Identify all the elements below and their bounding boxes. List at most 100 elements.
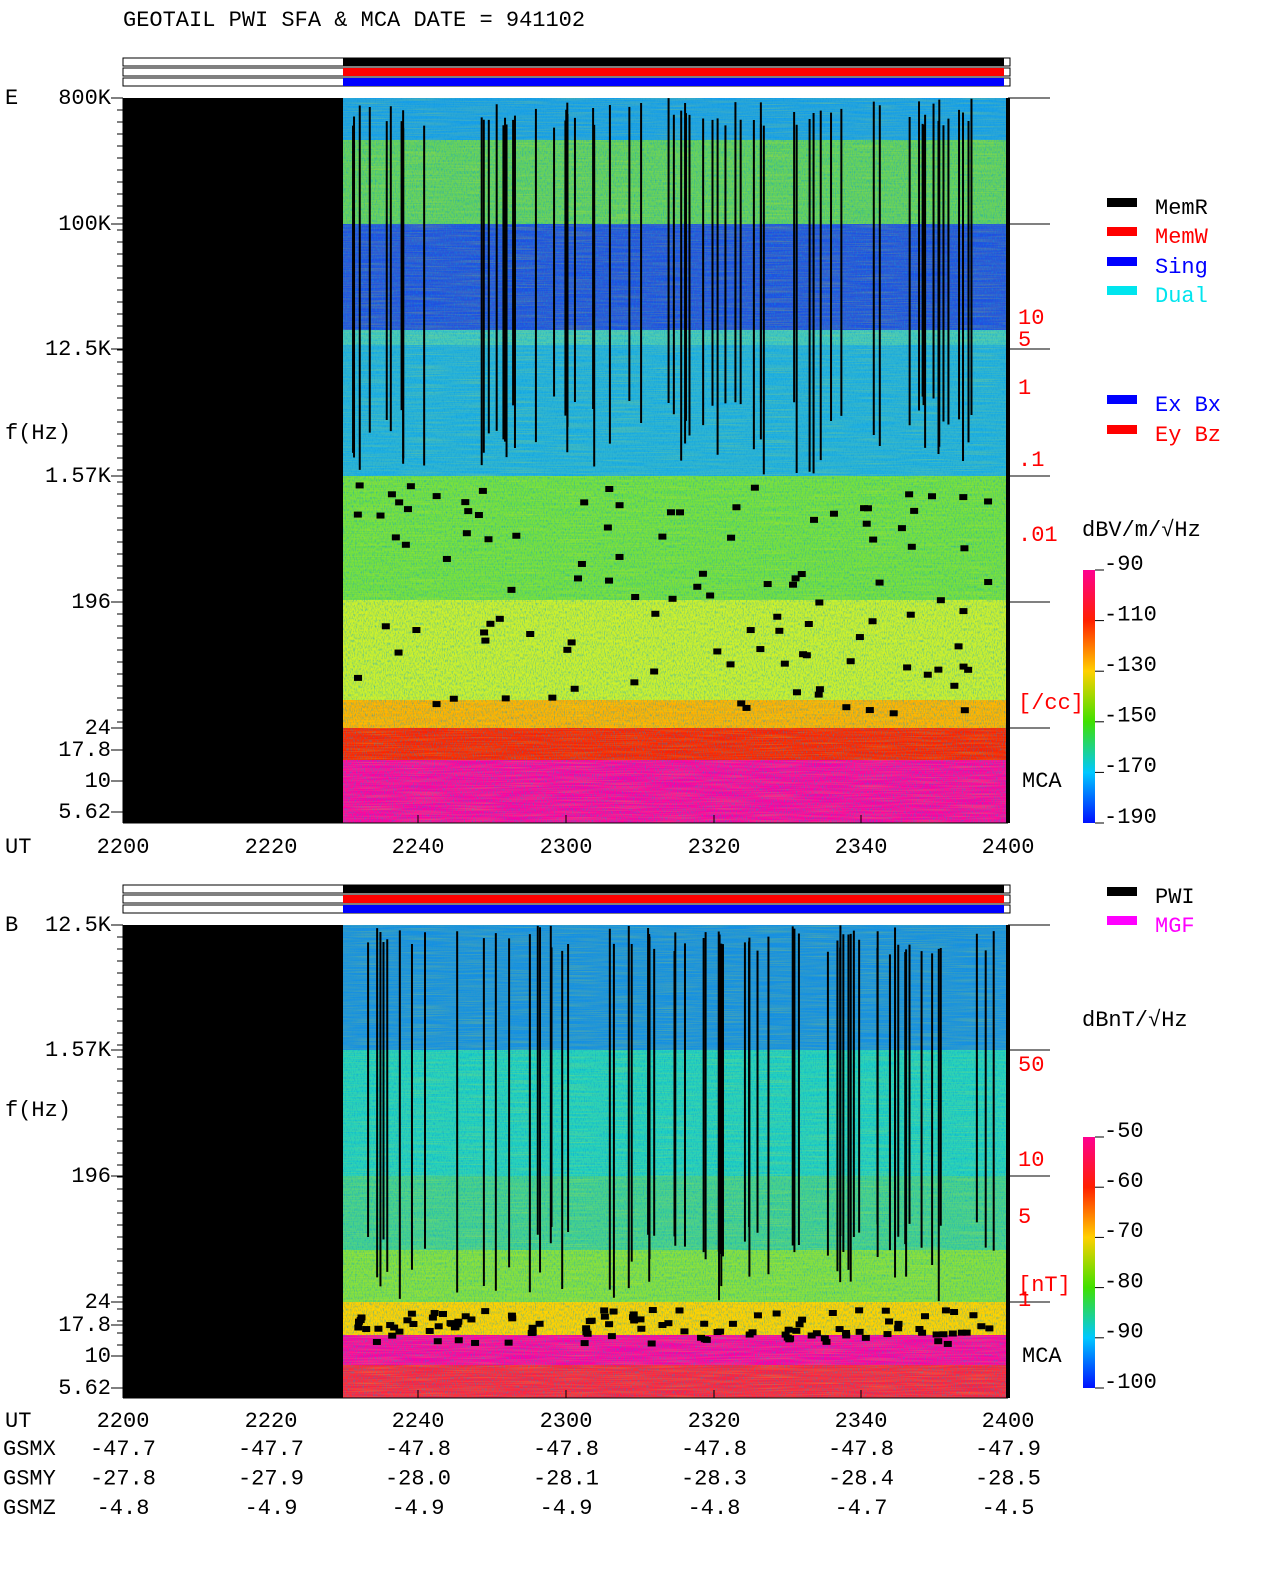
data-dropout [855, 1307, 864, 1314]
data-dropout [438, 1310, 447, 1317]
colorbar-tick-label: -170 [1104, 754, 1157, 779]
x-tick-label: 2200 [97, 1409, 150, 1434]
data-dropout [495, 615, 504, 622]
data-dropout [507, 1312, 516, 1319]
status-bar-fill [343, 895, 1004, 903]
data-dropout [403, 1317, 412, 1324]
data-dropout [883, 1331, 892, 1338]
data-dropout [376, 512, 385, 519]
data-dropout [401, 541, 410, 548]
data-dropout [941, 1307, 950, 1314]
orbit-value: -47.8 [533, 1437, 599, 1462]
mca-label: MCA [1022, 1344, 1062, 1369]
data-dropout [567, 639, 576, 646]
data-dropout [362, 1326, 371, 1333]
data-dropout [449, 695, 458, 702]
data-dropout [781, 1331, 790, 1338]
colorbar-tick-label: -70 [1104, 1219, 1144, 1244]
y-axis-label: f(Hz) [5, 421, 71, 446]
orbit-value: -4.8 [688, 1496, 741, 1521]
data-dropout [918, 1329, 927, 1336]
orbit-value: -47.8 [828, 1437, 894, 1462]
data-dropout [388, 1332, 397, 1339]
legend-swatch [1107, 425, 1137, 434]
orbit-value: -4.5 [982, 1496, 1035, 1521]
data-dropout [432, 493, 441, 500]
data-dropout [855, 634, 864, 641]
data-dropout [355, 482, 364, 489]
data-dropout [903, 664, 912, 671]
data-dropout [658, 1322, 667, 1329]
right-scale-label: .1 [1018, 448, 1044, 473]
data-dropout [580, 1340, 589, 1347]
data-dropout [467, 1316, 476, 1323]
data-dropout [959, 608, 968, 615]
data-dropout [814, 691, 823, 698]
data-dropout [969, 1312, 978, 1319]
data-dropout [354, 1318, 363, 1325]
data-dropout [950, 682, 959, 689]
right-scale-label: [nT] [1018, 1273, 1071, 1298]
x-tick-label: 2200 [97, 835, 150, 860]
y-tick-label: 100K [58, 212, 112, 237]
data-dropout [386, 1322, 395, 1329]
data-dropout [582, 1325, 591, 1332]
data-dropout [648, 1307, 657, 1314]
data-dropout [461, 1313, 470, 1320]
data-dropout [799, 651, 808, 658]
legend-label: Dual [1155, 284, 1208, 309]
data-dropout [881, 1307, 890, 1314]
data-dropout [461, 499, 470, 506]
data-dropout [907, 543, 916, 550]
data-dropout [894, 1320, 903, 1327]
data-dropout [607, 1333, 616, 1340]
legend-swatch [1107, 257, 1137, 266]
x-tick-label: 2400 [982, 835, 1035, 860]
data-gap [123, 98, 343, 823]
data-dropout [939, 1331, 948, 1338]
data-dropout [391, 534, 400, 541]
data-dropout [863, 505, 872, 512]
status-bar-fill [343, 885, 1004, 893]
data-dropout [647, 1340, 656, 1347]
data-dropout [897, 525, 906, 532]
data-dropout [815, 686, 824, 693]
data-dropout [773, 613, 782, 620]
data-dropout [894, 1325, 903, 1332]
data-dropout [783, 1334, 792, 1341]
data-dropout [451, 1323, 460, 1330]
data-dropout [700, 1320, 709, 1327]
data-dropout [680, 1328, 689, 1335]
data-dropout [737, 700, 746, 707]
data-dropout [432, 701, 441, 708]
data-dropout [784, 1326, 793, 1333]
right-scale-label: 1 [1018, 1288, 1031, 1313]
data-dropout [526, 630, 535, 637]
data-dropout [409, 1321, 418, 1328]
x-tick-label: 2240 [392, 835, 445, 860]
orbit-value: -47.7 [238, 1437, 304, 1462]
data-dropout [795, 1321, 804, 1328]
data-dropout [372, 1338, 381, 1345]
y-tick-label: 12.5K [45, 337, 112, 362]
legend-swatch [1107, 227, 1137, 236]
colorbar-tick-label: -60 [1104, 1169, 1144, 1194]
data-dropout [535, 1320, 544, 1327]
data-dropout [666, 509, 675, 516]
data-dropout [960, 545, 969, 552]
data-dropout [797, 571, 806, 578]
data-dropout [964, 666, 973, 673]
data-dropout [977, 1323, 986, 1330]
data-dropout [910, 507, 919, 514]
data-dropout [763, 581, 772, 588]
orbit-label: GSMX [3, 1437, 56, 1462]
y-tick-label: 1.57K [45, 1038, 112, 1063]
data-dropout [630, 1317, 639, 1324]
data-dropout [442, 555, 451, 562]
data-dropout [756, 646, 765, 653]
panel-label: B [5, 913, 18, 938]
right-scale-label: 5 [1018, 1205, 1031, 1230]
right-scale-label: 10 [1018, 1148, 1044, 1173]
orbit-label: GSMY [3, 1466, 56, 1491]
